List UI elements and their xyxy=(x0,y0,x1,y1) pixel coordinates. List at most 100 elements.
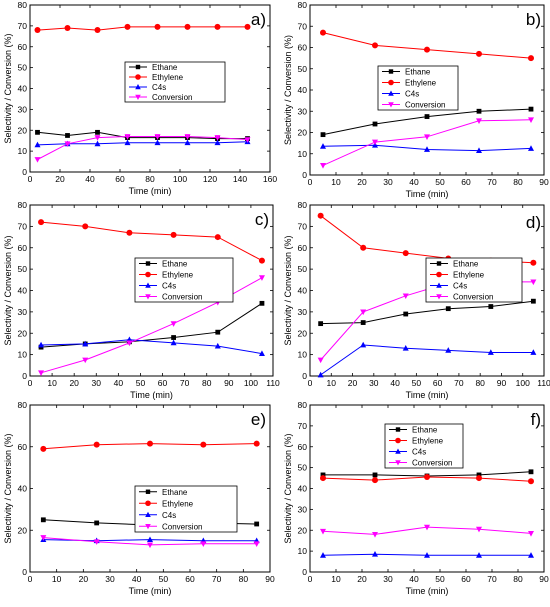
y-tick-label: 30 xyxy=(18,307,28,317)
data-point xyxy=(82,340,89,347)
y-tick-label: 10 xyxy=(298,546,308,556)
x-tick-label: 80 xyxy=(475,378,485,388)
legend-label: Conversion xyxy=(405,101,445,110)
y-tick-label: 20 xyxy=(298,525,308,535)
data-point xyxy=(402,250,409,257)
legend-marker xyxy=(145,294,151,300)
y-axis-title: Selectivity / Conversion (%) xyxy=(283,35,293,145)
y-tick-label: 60 xyxy=(18,42,28,52)
legend: Ethane Ethylene C4s Conversion xyxy=(134,257,234,303)
data-point xyxy=(82,223,89,230)
x-tick-label: 0 xyxy=(28,378,33,388)
x-tick-label: 0 xyxy=(28,574,33,584)
x-tick-label: 140 xyxy=(233,174,247,184)
x-tick-label: 0 xyxy=(308,177,313,187)
legend: Ethane Ethylene C4s Conversion xyxy=(377,65,459,111)
data-point xyxy=(170,321,177,327)
series-c4s xyxy=(34,138,251,148)
x-tick-label: 160 xyxy=(263,174,277,184)
x-tick-label: 0 xyxy=(308,574,313,584)
x-tick-label: 40 xyxy=(390,378,400,388)
data-point xyxy=(476,475,482,482)
data-point xyxy=(254,521,260,527)
x-tick-label: 30 xyxy=(92,378,102,388)
data-point xyxy=(40,535,47,541)
data-point xyxy=(214,234,221,241)
series-c4s xyxy=(320,551,534,558)
x-tick-label: 100 xyxy=(173,174,187,184)
x-tick-label: 10 xyxy=(331,574,341,584)
y-tick-label: 80 xyxy=(298,200,308,210)
legend-label: Ethane xyxy=(412,426,438,435)
y-axis-title: Selectivity / Conversion (%) xyxy=(3,33,13,143)
y-tick-label: 20 xyxy=(18,125,28,135)
x-tick-label: 40 xyxy=(85,174,95,184)
data-point xyxy=(530,349,537,355)
legend-label: Ethane xyxy=(162,488,188,497)
y-tick-label: 30 xyxy=(298,106,308,116)
x-tick-label: 20 xyxy=(357,177,367,187)
x-tick-label: 30 xyxy=(383,574,393,584)
series-conversion xyxy=(320,524,534,538)
x-tick-label: 20 xyxy=(79,574,89,584)
y-tick-label: 40 xyxy=(18,484,28,494)
legend-marker xyxy=(145,524,151,530)
legend: Ethane Ethylene C4s Conversion xyxy=(384,423,464,469)
y-tick-label: 60 xyxy=(298,243,308,253)
legend-marker xyxy=(145,511,151,517)
data-point xyxy=(94,135,101,141)
legend-label: C4s xyxy=(453,282,467,291)
y-tick-label: 50 xyxy=(18,264,28,274)
data-point xyxy=(170,339,177,346)
data-point xyxy=(528,478,534,485)
y-tick-label: 0 xyxy=(22,167,27,177)
data-point xyxy=(95,129,100,135)
legend: Ethane Ethylene C4s Conversion xyxy=(425,257,523,303)
data-point xyxy=(126,340,133,347)
chart-panel-1: 0 20 40 60 80 100 120 140 160 0 10 20 30 40 50 60 70 80 Ti… xyxy=(3,0,277,196)
x-tick-label: 0 xyxy=(308,378,313,388)
series-ethane xyxy=(318,298,536,327)
data-point xyxy=(93,539,100,545)
series-line xyxy=(37,141,248,146)
y-tick-label: 40 xyxy=(18,286,28,296)
data-point xyxy=(154,139,161,146)
series-line xyxy=(322,32,532,59)
legend-marker xyxy=(135,84,141,90)
data-point xyxy=(372,477,378,484)
data-point xyxy=(424,552,430,558)
legend-marker xyxy=(388,69,394,74)
x-tick-label: 50 xyxy=(412,378,422,388)
data-point xyxy=(258,257,265,264)
y-tick-label: 20 xyxy=(298,128,308,138)
legend-marker xyxy=(395,437,401,444)
x-axis-title: Time (min) xyxy=(406,390,449,400)
legend-label: Ethane xyxy=(453,260,479,269)
data-point xyxy=(402,345,409,351)
data-point xyxy=(372,139,378,146)
data-point xyxy=(171,335,176,340)
data-point xyxy=(40,445,47,452)
data-point xyxy=(476,118,482,125)
x-tick-label: 90 xyxy=(224,378,234,388)
data-point xyxy=(528,469,534,475)
x-tick-label: 10 xyxy=(47,378,57,388)
legend-label: Ethane xyxy=(405,68,431,77)
y-tick-label: 80 xyxy=(18,0,28,10)
legend-marker xyxy=(388,90,394,96)
x-tick-label: 110 xyxy=(537,378,550,388)
data-point xyxy=(424,146,430,152)
x-tick-label: 60 xyxy=(158,378,168,388)
y-tick-label: 0 xyxy=(302,567,307,577)
legend-box xyxy=(134,485,238,533)
legend-marker xyxy=(135,64,141,70)
legend-label: Ethylene xyxy=(152,73,184,82)
legend-marker xyxy=(436,261,442,266)
legend-label: Ethylene xyxy=(405,79,437,88)
data-point xyxy=(184,23,191,30)
x-tick-label: 60 xyxy=(433,378,443,388)
legend-marker xyxy=(145,489,151,494)
y-tick-label: 70 xyxy=(298,21,308,31)
data-point xyxy=(320,475,326,482)
series-line xyxy=(322,108,532,136)
